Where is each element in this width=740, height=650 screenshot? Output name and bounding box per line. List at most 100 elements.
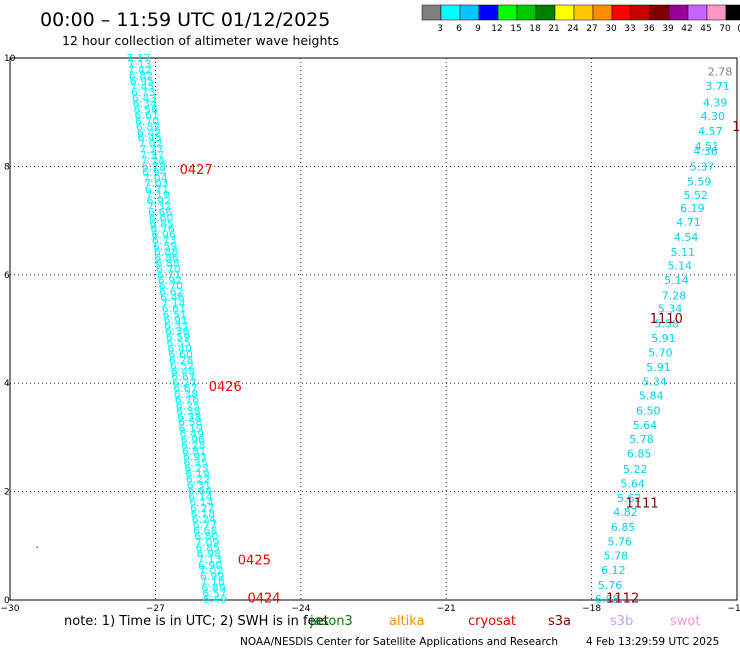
wave-height-value: 6.27 [190,502,215,515]
wave-height-value: 6.59 [153,240,178,253]
legend-swatch [668,4,689,21]
wave-height-value: 5.14 [668,260,693,273]
wave-height-value: 6.78 [142,160,167,173]
wave-height-value: 6.31 [187,479,212,492]
wave-height-value: 7.42 [128,63,153,76]
legend-label: 6 [456,24,462,34]
legend-label: 70 [719,24,731,34]
wave-height-value: 6.50 [636,404,661,417]
wave-height-value: 7.45 [130,81,155,94]
satellite-legend: jason3 altika cryosat s3a s3b swot [309,614,700,629]
y-tick-label: 4 [4,379,10,389]
legend-label: 42 [681,24,692,34]
wave-height-value: 3.71 [705,80,730,93]
x-tick-label: −18 [582,604,601,614]
y-tick-label: 8 [4,162,10,172]
wave-height-value: 6.96 [180,434,205,447]
legend-label: 36 [643,24,655,34]
time-label: 1110 [732,120,740,135]
legend-swatch [440,4,461,21]
wave-height-value: 6.52 [170,359,195,372]
wave-height-value: 6.28 [181,439,206,452]
plot-area: −30−27−24−21−18−150246810 7.177.137.426.… [1,52,740,614]
legend-label: 12 [491,24,502,34]
legend-label: 27 [586,24,597,34]
legend-label: 24 [567,24,579,34]
page-subtitle: 12 hour collection of altimeter wave hei… [62,33,339,48]
wave-height-value: 5.76 [607,535,632,548]
wave-height-value: 6.46 [160,291,185,304]
legend-label: 18 [529,24,541,34]
wave-height-value: 4.54 [674,231,699,244]
wave-height-value: 7.17 [126,52,151,65]
wave-height-value: 6.76 [150,223,175,236]
wave-height-value: 6.67 [173,382,198,395]
wave-height-value: 6.85 [627,448,652,461]
wave-height-value: 5.84 [639,390,664,403]
wave-height-value: 5.78 [629,433,654,446]
wave-height-value: 7.13 [197,553,222,566]
legend-label: 3 [437,24,443,34]
wave-height-value: 5.14 [664,274,689,287]
wave-height-value: 6.42 [137,126,162,139]
wave-height-value: 6.85 [611,521,636,534]
wave-height-value: 7.02 [138,138,163,151]
wave-height-value: 5.70 [648,346,673,359]
wave-height-value: 6.71 [145,183,170,196]
wave-height-value: 7.02 [199,564,224,577]
wave-height-value: 6.60 [149,211,174,224]
satellite-name: swot [670,614,700,629]
x-tick-label: −30 [1,604,20,614]
wave-height-value: 5.34 [642,376,667,389]
wave-height-value: 6.82 [129,69,154,82]
wave-height-value: 4.39 [703,96,728,109]
legend-swatch [706,4,727,21]
wave-height-points: 7.177.137.426.826.957.456.736.436.346.56… [126,52,732,606]
wave-height-value: 6.25 [176,399,201,412]
wave-height-value: 6.82 [136,120,161,133]
legend-label: 45 [700,24,711,34]
wave-height-value: 4.36 [693,145,718,158]
wave-height-value: 6.88 [595,593,620,606]
wave-height-value: 6.70 [156,263,181,276]
satellite-name: cryosat [468,614,516,629]
footer-credit: NOAA/NESDIS Center for Satellite Applica… [240,636,558,648]
legend-swatch [725,4,740,21]
wave-height-value: 6.49 [203,593,228,606]
wave-height-value: 6.57 [202,587,227,600]
legend-label: 30 [605,24,617,34]
legend-swatch [535,4,556,21]
wave-height-value: 7.28 [662,289,687,302]
wave-height-value: 6.58 [178,416,203,429]
wave-height-value: 6.59 [166,331,191,344]
wave-height-value: 5.76 [598,579,623,592]
wave-height-value: 6.95 [130,75,155,88]
wave-height-value: 6.85 [195,541,220,554]
time-label: 0427 [180,163,213,178]
wave-height-value: 7.04 [143,172,168,185]
wave-height-value: 6.38 [176,405,201,418]
wave-height-value: 6.12 [601,564,626,577]
wave-height-value: 6.60 [168,348,193,361]
wave-height-value: 4.57 [698,125,723,138]
legend-swatch [592,4,613,21]
wave-height-value: 6.98 [196,547,221,560]
wave-height-value: 6.89 [201,582,226,595]
wave-height-value: 5.91 [646,361,671,374]
legend-label: 9 [475,24,481,34]
wave-height-value: 6.70 [159,280,184,293]
wave-height-value: 7.27 [139,143,164,156]
time-label: 0426 [209,380,242,395]
wave-height-value: 6.61 [171,371,196,384]
wave-height-value: 7.19 [146,189,171,202]
legend-swatch [649,4,670,21]
legend-label: 33 [624,24,635,34]
time-label: 0425 [238,553,271,568]
wave-height-value: 6.91 [164,314,189,327]
wave-height-value: 5.91 [651,332,676,345]
wave-height-value: 6.76 [175,393,200,406]
wave-height-value: 7.18 [200,576,225,589]
wave-height-value: 6.49 [180,428,205,441]
wave-height-value: 6.55 [166,337,191,350]
